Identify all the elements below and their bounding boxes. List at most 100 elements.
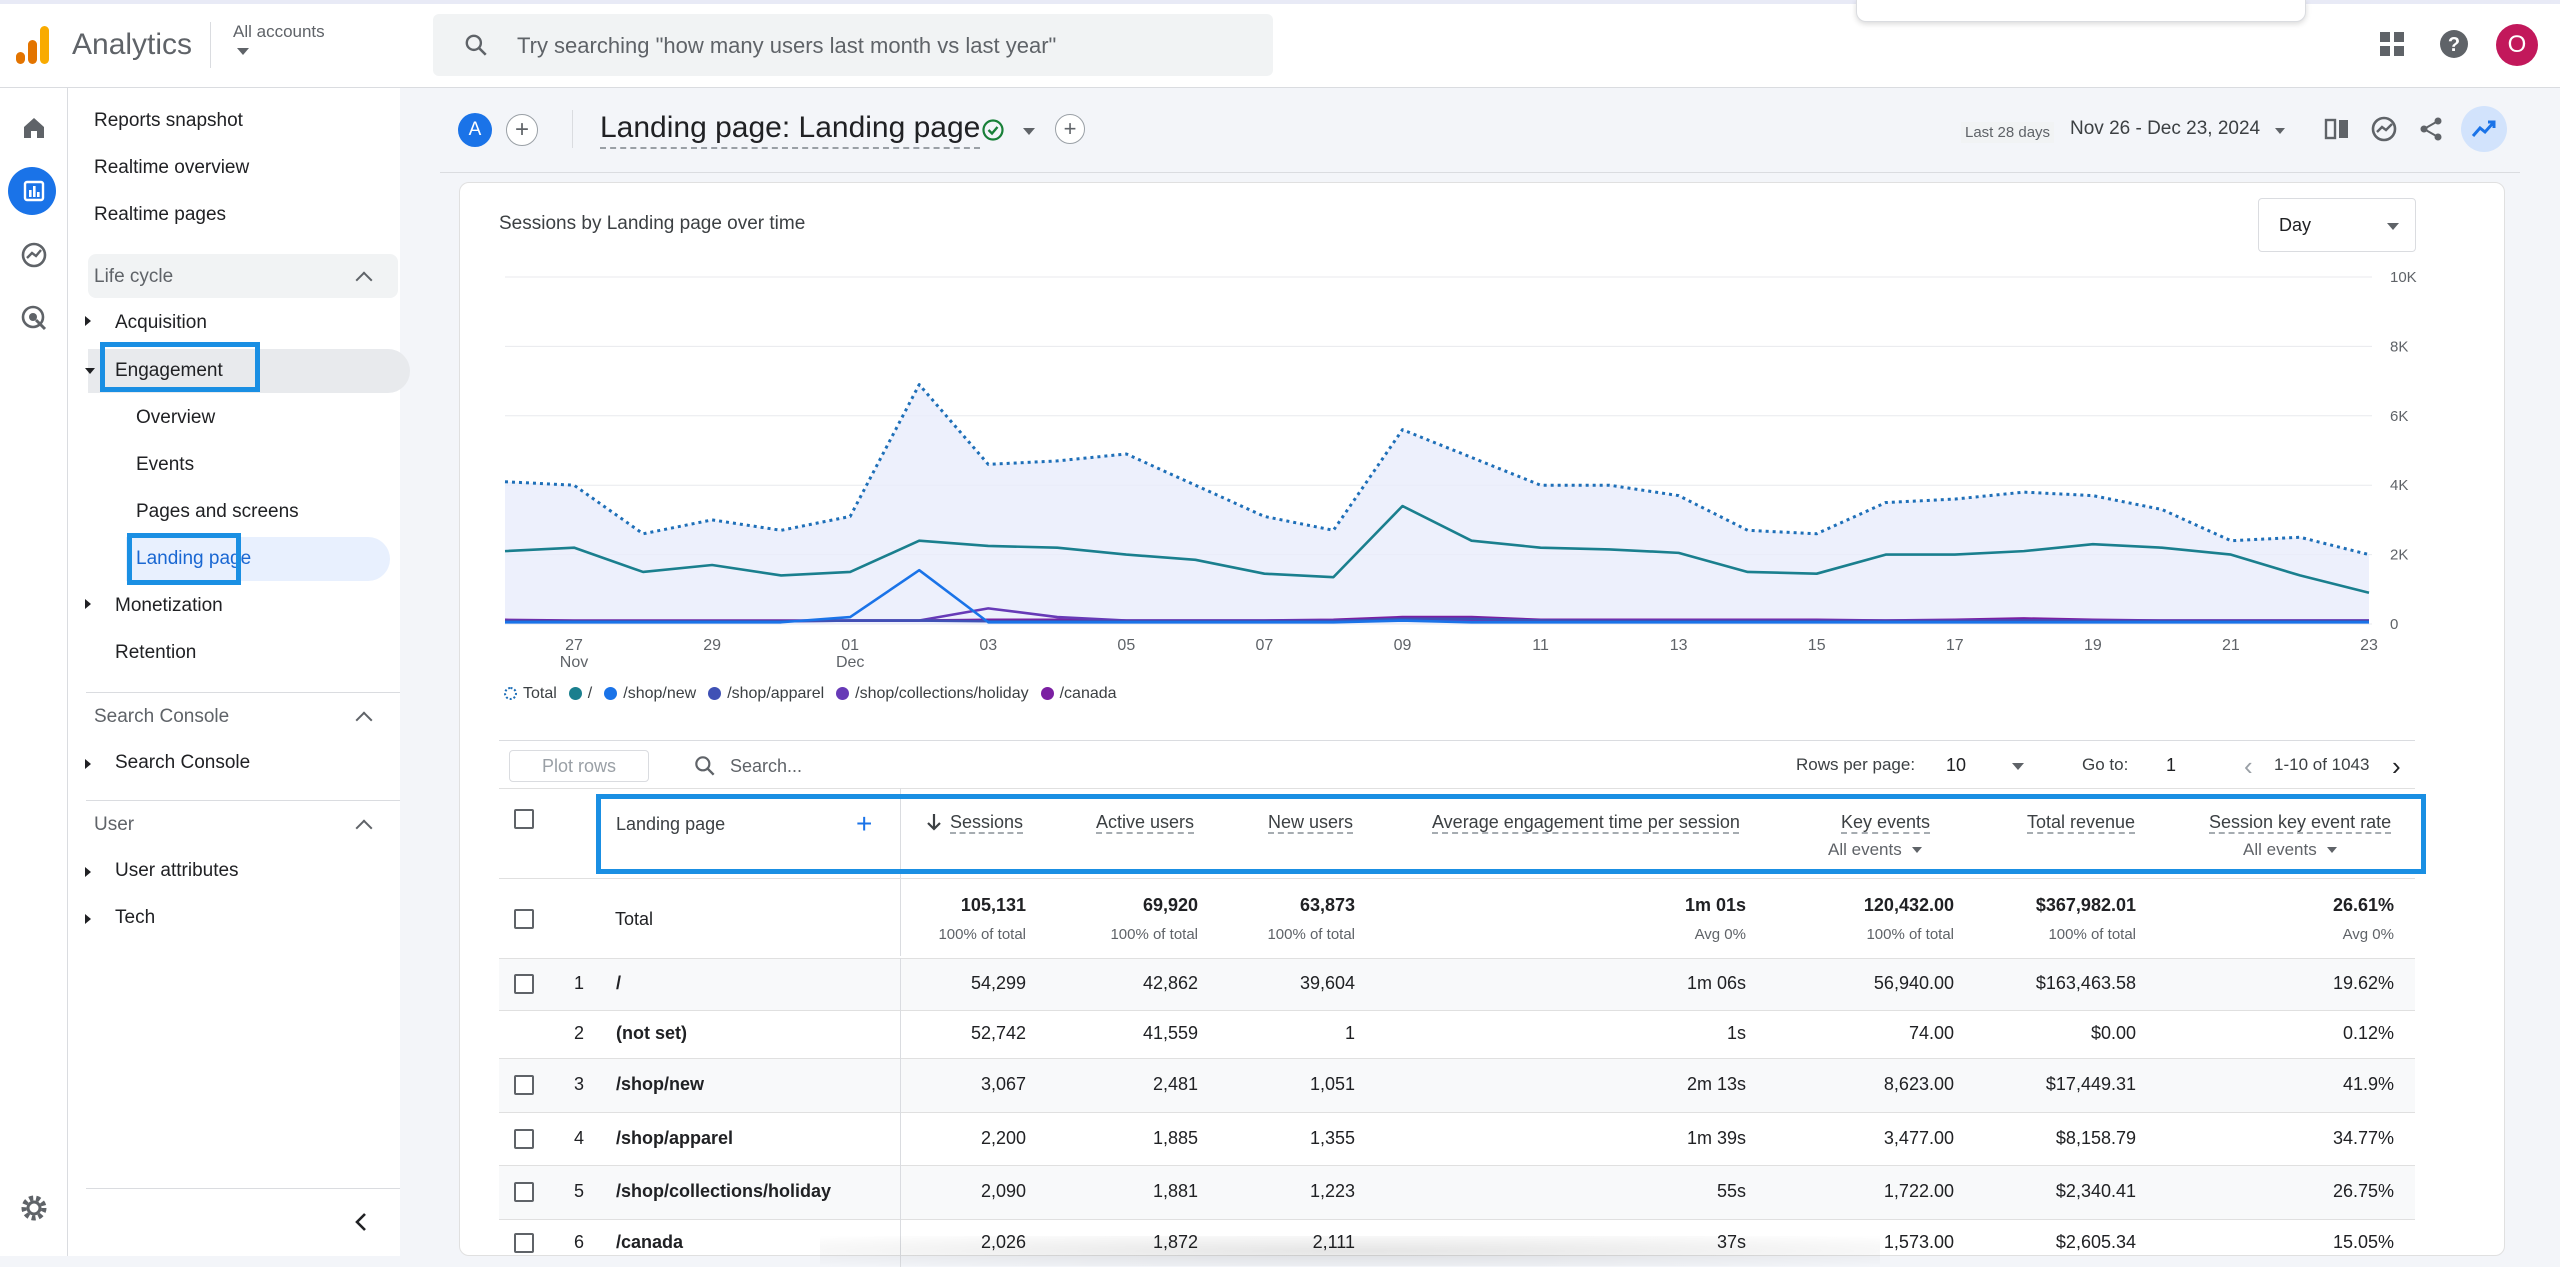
expand-icon[interactable] xyxy=(85,867,91,877)
row-checkbox[interactable] xyxy=(514,974,534,994)
nav-search-console[interactable]: Search Console xyxy=(115,752,251,773)
row-checkbox[interactable] xyxy=(514,1075,534,1095)
rate-filter-label: All events xyxy=(2243,840,2317,859)
col-avg-engagement[interactable]: Average engagement time per session xyxy=(1432,812,1740,832)
col-new-users[interactable]: New users xyxy=(1268,812,1354,832)
expand-icon[interactable] xyxy=(85,316,91,326)
row-checkbox[interactable] xyxy=(514,1182,534,1202)
legend-swatch xyxy=(504,687,517,700)
search-box[interactable]: Try searching "how many users last month… xyxy=(433,14,1273,76)
add-comparison-button[interactable]: + xyxy=(506,114,538,146)
lifecycle-header[interactable]: Life cycle xyxy=(94,266,174,287)
legend-item[interactable]: /shop/apparel xyxy=(708,685,824,703)
account-selector[interactable]: All accounts xyxy=(233,22,325,55)
legend-item[interactable]: /shop/new xyxy=(604,685,696,703)
settings-icon[interactable] xyxy=(14,1188,54,1228)
user-header[interactable]: User xyxy=(94,814,135,835)
user-avatar[interactable]: O xyxy=(2496,24,2538,66)
col-total-revenue[interactable]: Total revenue xyxy=(2027,812,2136,832)
key-events-filter[interactable]: All events xyxy=(1828,840,1922,860)
col-landing-page[interactable]: Landing page xyxy=(616,814,726,834)
nav-tech[interactable]: Tech xyxy=(115,907,156,928)
landing-page-cell[interactable]: /shop/new xyxy=(616,1074,705,1094)
nav-landing-page[interactable]: Landing page xyxy=(136,548,252,569)
lifecycle-section[interactable] xyxy=(88,254,398,298)
date-range-label[interactable]: Last 28 days xyxy=(1961,122,2055,143)
nav-engagement[interactable]: Engagement xyxy=(115,360,223,381)
legend-swatch xyxy=(604,687,618,700)
add-report-button[interactable]: + xyxy=(1055,114,1085,144)
rate-filter[interactable]: All events xyxy=(2243,840,2337,860)
page-title[interactable]: Landing page: Landing page xyxy=(600,111,981,149)
title-caret-icon[interactable] xyxy=(1023,128,1035,135)
nav-monetization[interactable]: Monetization xyxy=(115,595,223,616)
nav-realtime-overview[interactable]: Realtime overview xyxy=(94,157,250,178)
expand-icon[interactable] xyxy=(85,599,91,609)
expand-icon[interactable] xyxy=(85,914,91,924)
nav-overview[interactable]: Overview xyxy=(136,407,216,428)
col-sessions[interactable]: Sessions xyxy=(950,812,1024,832)
share-icon[interactable] xyxy=(2414,112,2448,146)
check-circle-icon[interactable] xyxy=(981,118,1005,142)
landing-page-cell[interactable]: /shop/apparel xyxy=(616,1128,734,1148)
select-all-checkbox[interactable] xyxy=(514,809,534,829)
nav-user-attributes[interactable]: User attributes xyxy=(115,860,239,881)
analytics-logo-icon[interactable] xyxy=(14,24,52,66)
add-dimension-button[interactable]: + xyxy=(856,808,873,839)
search-console-header[interactable]: Search Console xyxy=(94,706,230,727)
legend-item[interactable]: /canada xyxy=(1040,685,1117,703)
caret-down-icon[interactable] xyxy=(2012,763,2024,770)
nav-reports-snapshot[interactable]: Reports snapshot xyxy=(94,110,243,131)
table-search-input[interactable]: Search... xyxy=(730,756,803,776)
sort-desc-icon[interactable] xyxy=(925,812,943,832)
insights-icon[interactable] xyxy=(2367,112,2401,146)
trend-icon[interactable] xyxy=(2467,112,2501,146)
col-active-users[interactable]: Active users xyxy=(1096,812,1195,832)
cell-new: 1 xyxy=(1344,1023,1355,1043)
goto-input[interactable]: 1 xyxy=(2166,755,2177,775)
popup-edge xyxy=(1856,0,2306,22)
reports-icon[interactable] xyxy=(14,171,54,211)
plot-rows-button[interactable]: Plot rows xyxy=(509,750,649,782)
nav-retention[interactable]: Retention xyxy=(115,642,197,663)
compare-icon[interactable] xyxy=(2320,112,2354,146)
engagement-selected-bg xyxy=(88,349,410,393)
advertising-icon[interactable] xyxy=(14,298,54,338)
legend-item[interactable]: /shop/collections/holiday xyxy=(836,685,1029,703)
row-checkbox[interactable] xyxy=(514,1233,534,1253)
date-range-value[interactable]: Nov 26 - Dec 23, 2024 xyxy=(2070,118,2261,139)
cell-avg: 55s xyxy=(1716,1181,1746,1201)
landing-page-cell[interactable]: /shop/collections/holiday xyxy=(616,1181,832,1201)
granularity-select[interactable]: Day xyxy=(2258,198,2416,252)
next-page-icon[interactable]: › xyxy=(2392,751,2401,781)
segment-avatar[interactable]: A xyxy=(458,113,492,147)
apps-grid-icon[interactable] xyxy=(2374,26,2410,62)
col-session-key-event-rate[interactable]: Session key event rate xyxy=(2209,812,2392,832)
total-checkbox[interactable] xyxy=(514,909,534,929)
col-key-events[interactable]: Key events xyxy=(1841,812,1931,832)
row-number: 4 xyxy=(573,1128,584,1148)
collapse-icon[interactable] xyxy=(85,368,95,374)
rows-per-page-select[interactable]: 10 xyxy=(1946,755,1967,775)
legend-item[interactable]: Total xyxy=(504,685,557,703)
cell-key: 1,722.00 xyxy=(1883,1181,1954,1201)
nav-events[interactable]: Events xyxy=(136,454,195,475)
explore-icon[interactable] xyxy=(14,235,54,275)
date-caret-icon[interactable] xyxy=(2275,128,2285,134)
legend-item[interactable]: / xyxy=(568,685,592,703)
expand-icon[interactable] xyxy=(85,759,91,769)
home-icon[interactable] xyxy=(14,108,54,148)
landing-page-cell[interactable]: (not set) xyxy=(616,1023,687,1043)
prev-page-icon[interactable]: ‹ xyxy=(2244,751,2253,781)
nav-acquisition[interactable]: Acquisition xyxy=(115,312,207,333)
help-icon[interactable]: ? xyxy=(2436,26,2472,62)
row-checkbox[interactable] xyxy=(514,1129,534,1149)
nav-realtime-pages[interactable]: Realtime pages xyxy=(94,204,227,225)
landing-page-cell[interactable]: /canada xyxy=(616,1232,684,1252)
nav-pages-and-screens[interactable]: Pages and screens xyxy=(136,501,299,522)
cell-rate: 19.62% xyxy=(2332,973,2394,993)
row-background xyxy=(499,1058,2415,1112)
row-divider xyxy=(499,878,2415,879)
landing-page-cell[interactable]: / xyxy=(616,973,622,993)
collapse-sidebar-icon[interactable] xyxy=(350,1210,374,1234)
